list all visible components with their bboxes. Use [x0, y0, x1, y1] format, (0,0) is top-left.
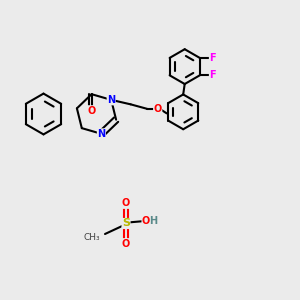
Text: S: S [122, 218, 130, 229]
Text: N: N [107, 95, 115, 105]
Text: H: H [149, 216, 157, 226]
Text: O: O [122, 238, 130, 249]
Text: F: F [209, 70, 216, 80]
Text: O: O [154, 104, 162, 114]
Text: F: F [209, 53, 216, 63]
Text: CH₃: CH₃ [84, 232, 101, 242]
Text: O: O [142, 216, 150, 226]
Text: O: O [88, 106, 96, 116]
Text: N: N [97, 129, 106, 139]
Text: O: O [122, 198, 130, 208]
